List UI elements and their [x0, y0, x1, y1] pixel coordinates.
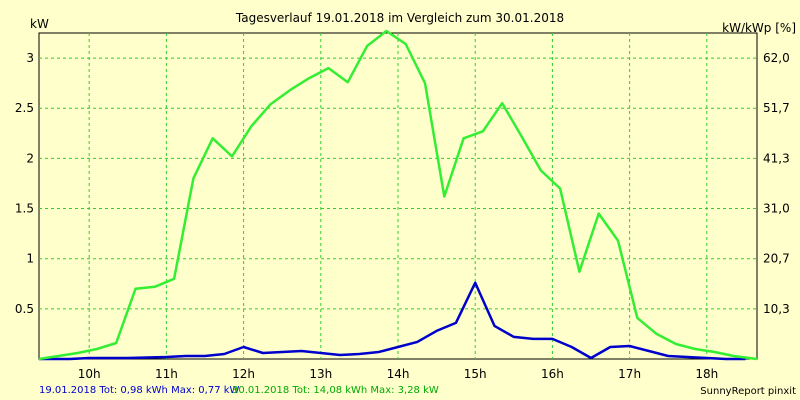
y-tick-label: 1.5: [15, 202, 34, 216]
y-axis-label-right: kW/kWp [%]: [722, 21, 796, 35]
footer-series1: 19.01.2018 Tot: 0,98 kWh Max: 0,77 kW: [39, 385, 240, 396]
footer-series2: 30.01.2018 Tot: 14,08 kWh Max: 3,28 kW: [232, 385, 439, 396]
tick-labels: 10h 11h 12h 13h 14h 15h 16h 17h 18h 0.5 10,3 1 20,7 1…: [15, 51, 790, 381]
y-tick-label: 2.5: [15, 101, 34, 115]
y-tick-label-right: 41,3: [763, 151, 790, 165]
y-axis-label-left: kW: [30, 17, 49, 31]
series-line: [38, 29, 758, 361]
x-tick-label: 16h: [541, 367, 564, 381]
y-tick-label-right: 20,7: [763, 252, 790, 266]
series-line: [39, 281, 746, 361]
x-tick-label: 11h: [155, 367, 178, 381]
y-tick-label-right: 51,7: [763, 101, 790, 115]
y-tick-label-right: 62,0: [763, 51, 790, 65]
y-tick-label-right: 10,3: [763, 302, 790, 316]
chart-title: Tagesverlauf 19.01.2018 im Vergleich zum…: [235, 11, 564, 25]
x-tick-label: 12h: [232, 367, 255, 381]
y-tick-label-right: 31,0: [763, 202, 790, 216]
grid: [39, 33, 757, 359]
x-tick-label: 10h: [78, 367, 101, 381]
x-tick-label: 13h: [309, 367, 332, 381]
y-tick-label: 0.5: [15, 302, 34, 316]
y-tick-label: 1: [26, 252, 34, 266]
y-tick-label: 2: [26, 151, 34, 165]
footer-brand: SunnyReport pinxit: [700, 386, 796, 397]
x-tick-label: 14h: [387, 367, 410, 381]
x-tick-label: 17h: [618, 367, 641, 381]
x-tick-label: 15h: [464, 367, 487, 381]
y-tick-label: 3: [26, 51, 34, 65]
x-tick-label: 18h: [695, 367, 718, 381]
series-lines: [38, 29, 758, 361]
